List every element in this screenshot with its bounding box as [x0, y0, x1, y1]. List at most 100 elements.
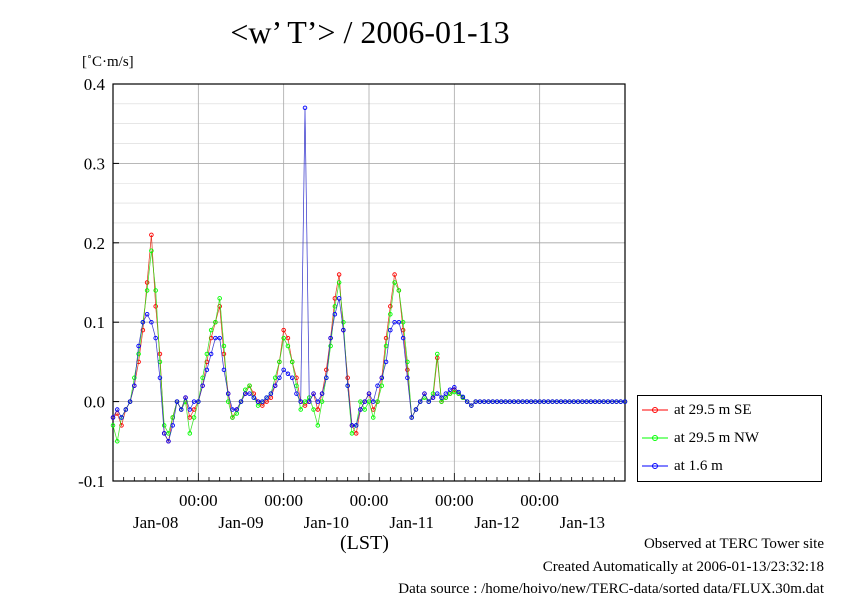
x-time-tick-label: 00:00 — [435, 491, 474, 510]
data-point — [166, 439, 171, 444]
data-point — [170, 423, 175, 428]
data-point — [435, 351, 440, 357]
data-point — [422, 391, 427, 396]
data-point — [213, 335, 218, 341]
data-point — [473, 399, 478, 404]
data-point — [315, 407, 321, 412]
data-point — [550, 399, 555, 404]
data-point — [272, 383, 278, 388]
data-point — [281, 367, 286, 373]
data-point — [123, 407, 129, 412]
x-day-label: Jan-12 — [474, 513, 519, 532]
data-point — [426, 399, 431, 404]
data-point — [353, 423, 359, 428]
data-point — [533, 399, 538, 404]
data-point — [187, 407, 193, 412]
data-point — [110, 423, 116, 428]
data-point — [157, 375, 163, 381]
data-point — [605, 399, 611, 404]
data-point — [494, 399, 500, 404]
legend: at 29.5 m SE at 29.5 m NW at 1.6 m — [637, 395, 822, 482]
data-point — [396, 288, 402, 293]
data-point — [341, 327, 346, 333]
data-point — [622, 399, 628, 404]
data-point — [179, 407, 184, 412]
data-point — [371, 415, 376, 420]
data-point — [328, 335, 333, 341]
data-point — [127, 399, 133, 404]
x-time-tick-label: 00:00 — [350, 491, 389, 510]
data-point — [204, 351, 210, 357]
data-point — [520, 399, 525, 404]
data-point — [345, 375, 350, 381]
data-point — [174, 399, 180, 404]
data-point — [132, 383, 137, 388]
data-point — [460, 394, 466, 400]
x-day-label: Jan-10 — [304, 513, 349, 532]
data-point — [524, 399, 530, 404]
data-point — [584, 399, 589, 404]
y-tick-label: 0.1 — [84, 313, 105, 332]
data-point — [319, 391, 325, 396]
data-point — [251, 395, 257, 400]
data-point — [149, 232, 154, 238]
data-point — [499, 399, 504, 404]
data-point — [153, 304, 158, 309]
legend-label-1-6m: at 1.6 m — [674, 457, 723, 474]
data-point — [281, 335, 286, 341]
data-point — [588, 399, 594, 404]
data-point — [379, 383, 385, 388]
data-point — [294, 391, 299, 396]
data-point — [238, 399, 244, 404]
data-point — [388, 304, 393, 309]
data-point — [110, 415, 116, 420]
data-point — [294, 375, 299, 381]
data-point — [392, 272, 397, 277]
data-point — [490, 399, 495, 404]
data-point — [302, 399, 308, 404]
data-point — [230, 407, 235, 412]
data-point — [362, 407, 367, 412]
data-point — [260, 399, 265, 404]
data-point — [452, 389, 457, 395]
data-point — [341, 319, 346, 325]
data-point — [575, 399, 581, 404]
data-point — [196, 399, 201, 404]
y-tick-label: 0.0 — [84, 393, 105, 412]
data-point — [366, 399, 372, 404]
data-point — [528, 399, 534, 404]
data-point — [157, 351, 163, 357]
data-point — [247, 383, 252, 388]
data-point — [277, 359, 282, 365]
data-point — [144, 280, 150, 285]
data-point — [349, 423, 355, 428]
data-point — [486, 399, 491, 404]
data-point — [217, 335, 222, 341]
data-point — [601, 399, 606, 404]
data-point — [119, 415, 124, 420]
data-point — [383, 335, 389, 341]
data-point — [400, 319, 406, 325]
data-point — [336, 272, 342, 277]
data-point — [187, 431, 193, 436]
data-point — [149, 248, 154, 253]
data-point — [332, 296, 338, 301]
x-axis-label: (LST) — [340, 532, 389, 554]
data-point — [153, 288, 158, 293]
data-point — [388, 327, 393, 333]
data-point — [358, 399, 363, 404]
data-point — [353, 431, 359, 436]
data-point — [221, 343, 227, 349]
data-point — [289, 359, 295, 365]
data-point — [324, 375, 329, 381]
data-point — [571, 399, 577, 404]
legend-item-se: at 29.5 m SE — [642, 400, 752, 420]
x-day-label: Jan-08 — [133, 513, 178, 532]
data-point — [230, 415, 235, 420]
data-point — [592, 399, 598, 404]
data-point — [430, 395, 436, 400]
data-point — [396, 319, 402, 325]
data-point — [336, 280, 342, 285]
data-point — [405, 367, 410, 373]
